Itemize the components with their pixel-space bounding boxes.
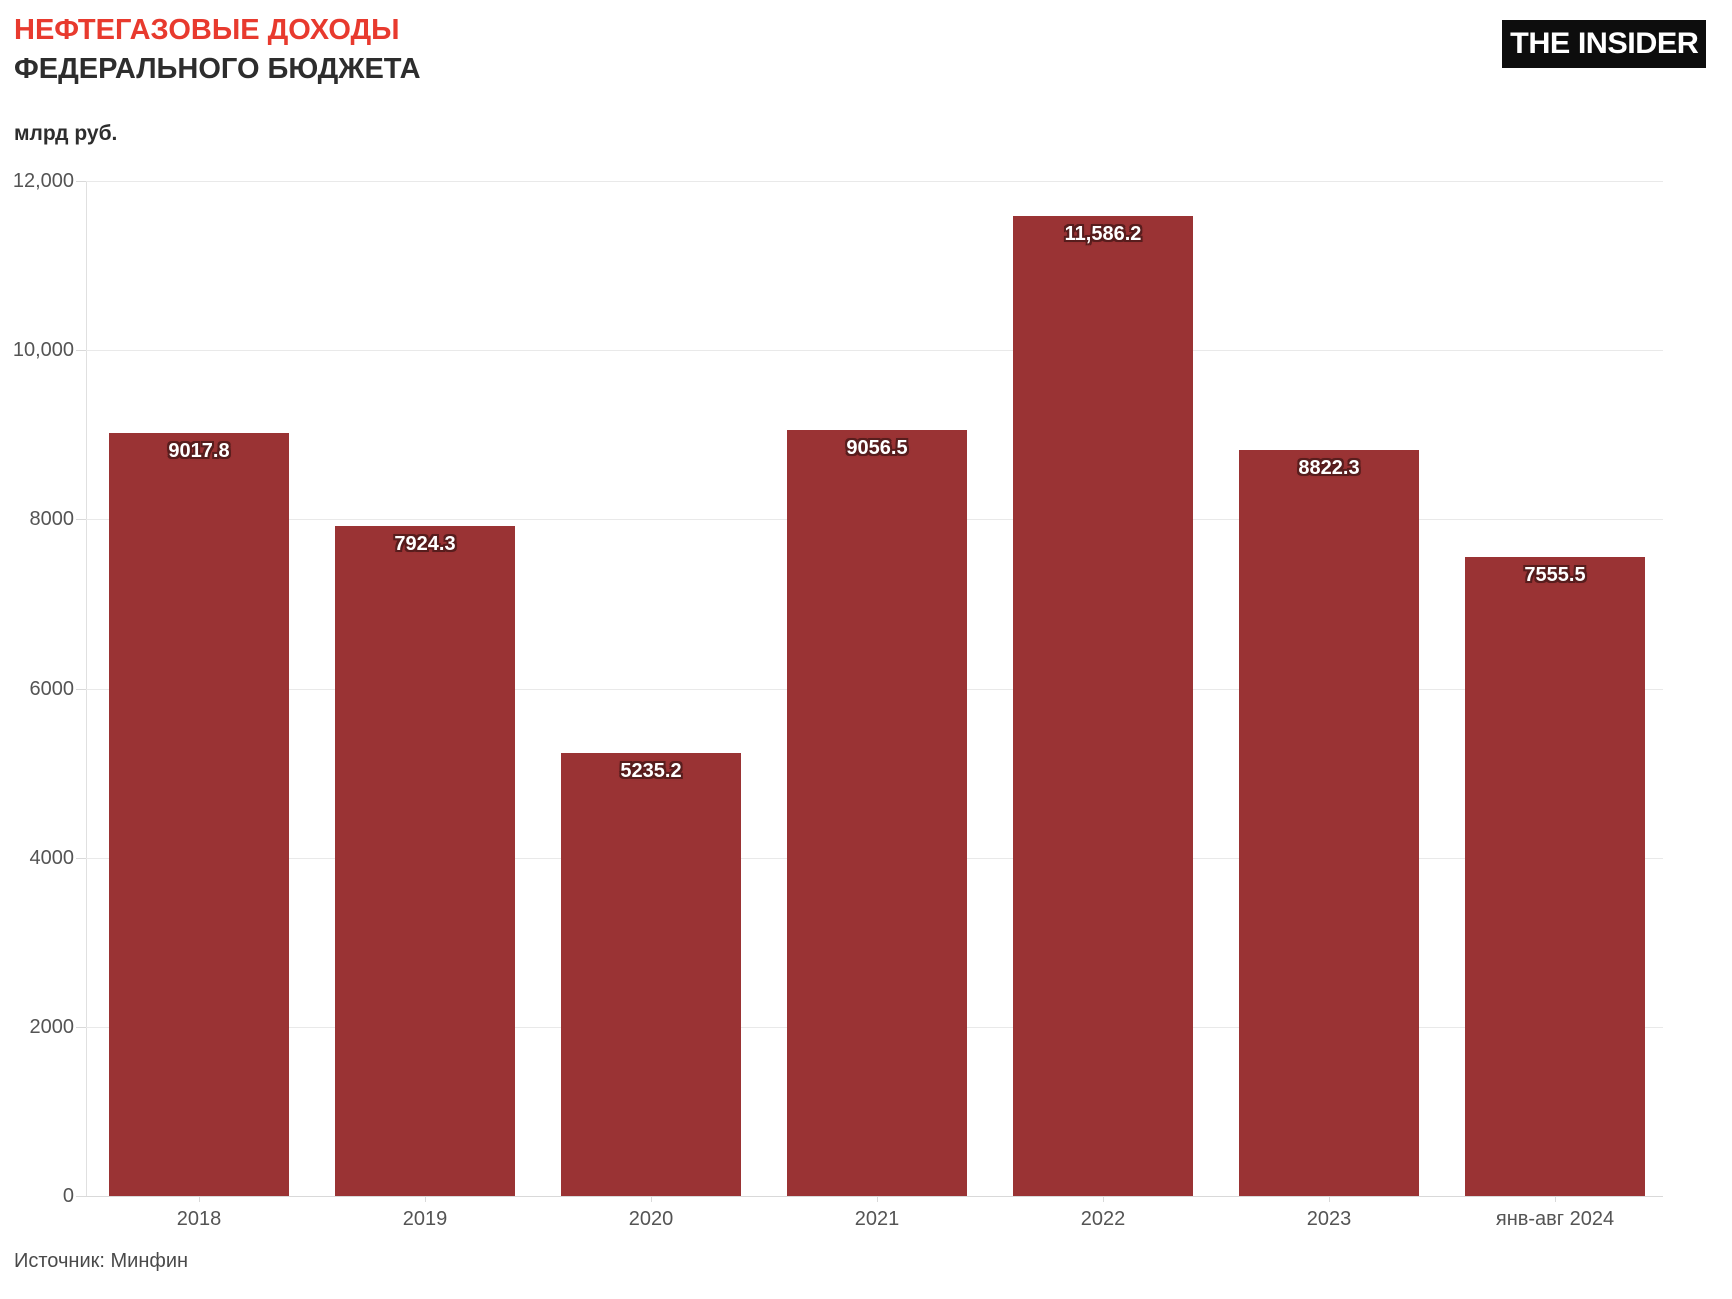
y-tick-label-6000: 6000: [29, 678, 75, 700]
chart-title: ФЕДЕРАЛЬНОГО БЮДЖЕТА: [14, 53, 421, 85]
x-tick-label-2022: 2022: [1080, 1208, 1126, 1230]
y-tick-label-10000: 10,000: [12, 339, 74, 361]
y-axis-tick: [76, 1027, 86, 1028]
y-axis-tick: [76, 858, 86, 859]
logo-text: THE INSIDER: [1509, 27, 1699, 60]
bar-2022: [1013, 216, 1193, 1196]
source-credit: Источник: Минфин: [14, 1250, 189, 1272]
bar-value-label-2021: 9056.5: [846, 436, 908, 459]
bar-янв-авг 2024: [1465, 556, 1645, 1196]
bar-2020: [561, 753, 741, 1196]
x-axis-tick: [651, 1196, 652, 1202]
y-tick-label-8000: 8000: [29, 508, 75, 530]
y-tick-label-0: 0: [62, 1185, 74, 1207]
x-axis-tick: [425, 1196, 426, 1202]
the-insider-logo: THE INSIDER: [1502, 20, 1706, 68]
x-axis-tick: [877, 1196, 878, 1202]
x-tick-label-янв-авг 2024: янв-авг 2024: [1495, 1208, 1615, 1230]
y-axis-tick: [76, 1196, 86, 1197]
x-axis-tick: [1329, 1196, 1330, 1202]
bar-value-label-2020: 5235.2: [620, 760, 682, 783]
x-tick-label-2021: 2021: [854, 1208, 900, 1230]
y-axis-tick: [76, 181, 86, 182]
chart-title-accent: НЕФТЕГАЗОВЫЕ ДОХОДЫ: [14, 14, 400, 46]
x-tick-label-2018: 2018: [176, 1208, 222, 1230]
gridline-0: [86, 1196, 1663, 1197]
x-tick-label-2019: 2019: [402, 1208, 448, 1230]
y-axis-tick: [76, 519, 86, 520]
gridline-12000: [86, 181, 1663, 182]
bar-value-label-2018: 9017.8: [168, 440, 230, 463]
bar-2018: [109, 433, 289, 1196]
gridline-10000: [86, 350, 1663, 351]
y-tick-label-2000: 2000: [29, 1016, 75, 1038]
y-tick-label-12000: 12,000: [12, 170, 74, 192]
y-axis-tick: [76, 350, 86, 351]
bar-value-label-2019: 7924.3: [394, 532, 456, 555]
bar-2023: [1239, 449, 1419, 1196]
bar-2021: [787, 429, 967, 1196]
y-axis-tick: [76, 689, 86, 690]
x-axis-tick: [1103, 1196, 1104, 1202]
x-tick-label-2023: 2023: [1306, 1208, 1352, 1230]
x-tick-label-2020: 2020: [628, 1208, 674, 1230]
x-axis-tick: [1555, 1196, 1556, 1202]
y-axis-line: [86, 181, 87, 1196]
bar-value-label-янв-авг 2024: 7555.5: [1524, 563, 1586, 586]
y-tick-label-4000: 4000: [29, 847, 75, 869]
bar-value-label-2023: 8822.3: [1298, 456, 1360, 479]
x-axis-tick: [199, 1196, 200, 1202]
bar-2019: [335, 525, 515, 1196]
bar-value-label-2022: 11,586.2: [1064, 223, 1142, 245]
y-axis-unit-label: млрд руб.: [14, 122, 118, 145]
